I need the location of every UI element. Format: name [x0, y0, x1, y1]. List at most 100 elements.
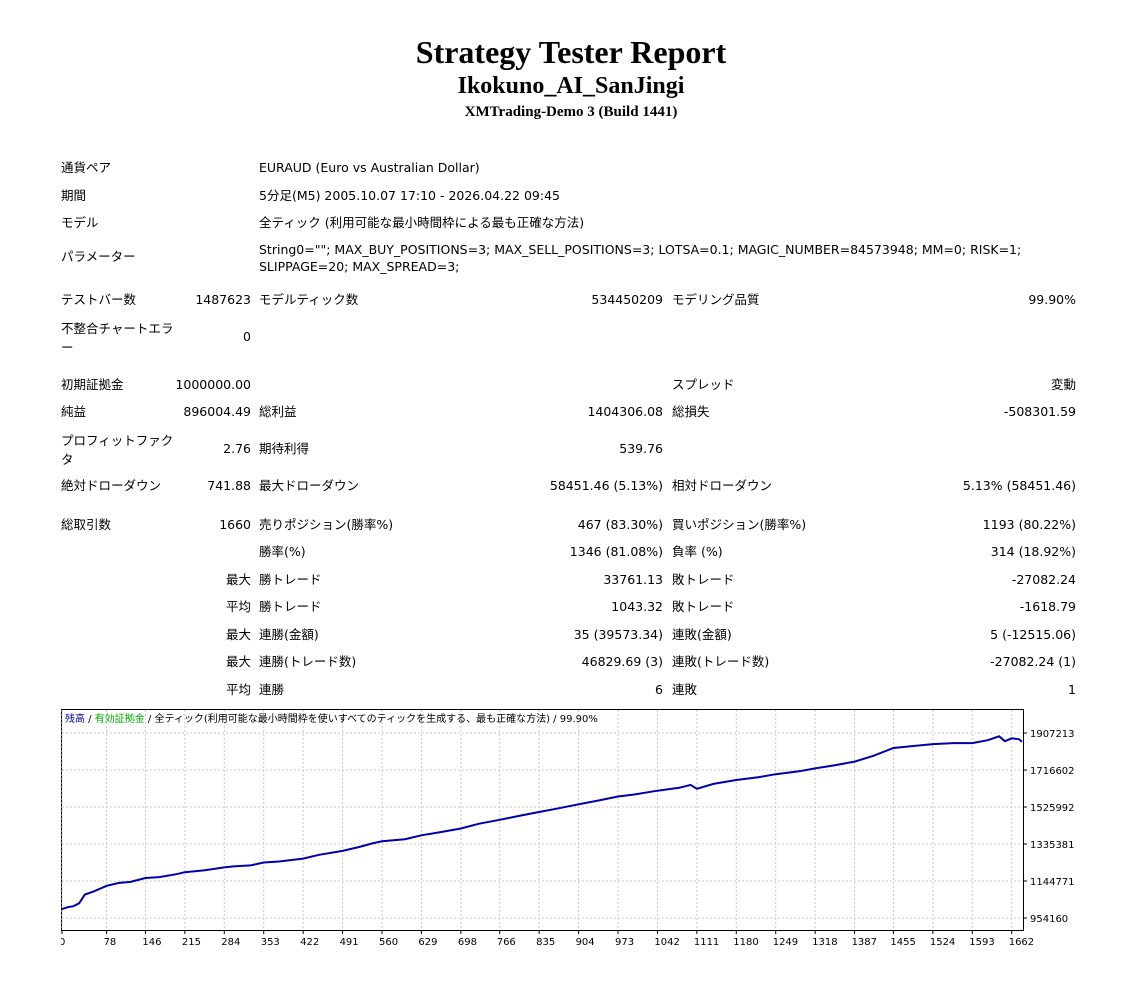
- x-tick-label: 1180: [733, 937, 758, 948]
- cons-loss-cnt-value: -27082.24 (1): [990, 654, 1076, 669]
- x-tick-label: 629: [418, 937, 437, 948]
- win-label: 勝率(%): [259, 544, 306, 559]
- x-tick-label: 1593: [969, 937, 994, 948]
- ticks-label: モデルティック数: [259, 292, 359, 307]
- legend-balance: 残高: [65, 712, 85, 725]
- gross-loss-value: -508301.59: [1003, 404, 1076, 419]
- x-tick-label: 0: [61, 937, 65, 948]
- loss-label: 負率 (%): [672, 544, 723, 559]
- y-axis: 1907213 1716602 1525992 1335381 1144771 95416…: [1023, 729, 1075, 925]
- max-word: 最大: [225, 654, 251, 669]
- win-value: 1346 (81.08%): [569, 544, 663, 559]
- max-loss-value: -27082.24: [1011, 572, 1076, 587]
- deposit-label: 初期証拠金: [61, 377, 124, 392]
- trades-label: 総取引数: [61, 517, 112, 532]
- quality-value: 99.90%: [1028, 292, 1076, 307]
- mismatch-label: 不整合チャートエラー: [61, 321, 174, 355]
- x-tick-label: 422: [300, 937, 319, 948]
- expert-name: Ikokuno_AI_SanJingi: [457, 73, 685, 99]
- symbol-value: EURAUD (Euro vs Australian Dollar): [259, 160, 480, 175]
- x-tick-label: 766: [497, 937, 516, 948]
- legend-equity: 有効証拠金: [95, 712, 145, 725]
- y-tick-label: 1144771: [1030, 877, 1075, 888]
- y-tick-label: 1907213: [1030, 729, 1075, 740]
- max-dd-label: 最大ドローダウン: [259, 478, 360, 493]
- legend-sep: /: [550, 714, 560, 725]
- report-title: Strategy Tester Report: [415, 34, 727, 70]
- cons-win-cnt-label: 連勝(トレード数): [259, 654, 357, 669]
- x-tick-label: 904: [576, 937, 595, 948]
- y-tick-label: 1716602: [1030, 766, 1075, 777]
- x-tick-label: 698: [458, 937, 477, 948]
- avg-cons-win-value: 6: [655, 682, 663, 697]
- params-value: String0=""; MAX_BUY_POSITIONS=3; MAX_SEL…: [259, 242, 1022, 274]
- plot-frame: [61, 709, 1024, 931]
- rel-dd-value: 5.13% (58451.46): [962, 478, 1076, 493]
- spread-value: 変動: [1050, 377, 1076, 392]
- cons-win-amt-label: 連勝(金額): [259, 627, 319, 642]
- cons-loss-amt-value: 5 (-12515.06): [990, 627, 1076, 642]
- payoff-value: 539.76: [619, 441, 663, 456]
- mismatch-value: 0: [243, 329, 251, 344]
- avg-cons-win-label: 連勝: [259, 682, 285, 697]
- x-tick-label: 1249: [773, 937, 798, 948]
- max-loss-label: 敗トレード: [672, 572, 735, 587]
- x-tick-label: 835: [536, 937, 555, 948]
- avg-loss-label: 敗トレード: [672, 599, 735, 614]
- x-tick-label: 560: [379, 937, 398, 948]
- chart-legend: 残高 / 有効証拠金 / 全ティック(利用可能な最小時間枠を使いすべてのティック…: [65, 712, 598, 725]
- net-label: 純益: [61, 404, 87, 419]
- pf-label: プロフィットファクタ: [61, 433, 174, 467]
- x-tick-label: 146: [142, 937, 161, 948]
- net-value: 896004.49: [183, 404, 251, 419]
- bars-value: 1487623: [195, 292, 251, 307]
- long-value: 1193 (80.22%): [982, 517, 1076, 532]
- x-tick-label: 284: [221, 937, 240, 948]
- grid: [61, 710, 1023, 930]
- balance-chart: 残高 / 有効証拠金 / 全ティック(利用可能な最小時間枠を使いすべてのティック…: [61, 709, 1075, 948]
- x-tick-label: 78: [104, 937, 117, 948]
- model-label: モデル: [61, 215, 99, 230]
- spread-label: スプレッド: [672, 377, 735, 392]
- legend-quality: 99.90%: [560, 714, 598, 725]
- x-tick-label: 1111: [694, 937, 719, 948]
- avg-cons-loss-label: 連敗: [672, 682, 698, 697]
- y-tick-label: 954160: [1030, 914, 1068, 925]
- cons-loss-amt-label: 連敗(金額): [672, 627, 732, 642]
- x-tick-label: 1318: [812, 937, 837, 948]
- max-word: 最大: [225, 627, 251, 642]
- max-word: 最大: [225, 572, 251, 587]
- long-label: 買いポジション(勝率%): [672, 517, 807, 532]
- period-value: 5分足(M5) 2005.10.07 17:10 - 2026.04.22 09…: [259, 188, 561, 203]
- balance-line: [61, 735, 1023, 911]
- x-tick-label: 1662: [1009, 937, 1034, 948]
- short-label: 売りポジション(勝率%): [259, 517, 394, 532]
- gross-profit-label: 総利益: [259, 404, 297, 419]
- cons-loss-cnt-label: 連敗(トレード数): [672, 654, 770, 669]
- params-label: パラメーター: [61, 249, 136, 264]
- loss-value: 314 (18.92%): [990, 544, 1076, 559]
- y-tick-label: 1335381: [1030, 840, 1075, 851]
- x-tick-label: 1042: [654, 937, 679, 948]
- quality-label: モデリング品質: [672, 292, 760, 307]
- pf-value: 2.76: [223, 441, 251, 456]
- deposit-value: 1000000.00: [175, 377, 251, 392]
- y-tick-label: 1525992: [1030, 803, 1075, 814]
- server-info: XMTrading-Demo 3 (Build 1441): [464, 104, 678, 120]
- period-label: 期間: [61, 188, 87, 203]
- x-tick-label: 215: [182, 937, 201, 948]
- x-tick-label: 491: [340, 937, 359, 948]
- max-win-label: 勝トレード: [259, 572, 322, 587]
- legend-sep: /: [145, 714, 155, 725]
- abs-dd-value: 741.88: [207, 478, 251, 493]
- max-win-value: 33761.13: [603, 572, 663, 587]
- max-dd-value: 58451.46 (5.13%): [549, 478, 663, 493]
- rel-dd-label: 相対ドローダウン: [672, 478, 773, 493]
- x-axis: 0 78 146 215 284 353 422 491 560 629 698 766 835 904 9…: [61, 930, 1034, 948]
- abs-dd-label: 絶対ドローダウン: [61, 478, 162, 493]
- payoff-label: 期待利得: [259, 441, 310, 456]
- symbol-label: 通貨ペア: [61, 160, 112, 175]
- avg-win-label: 勝トレード: [259, 599, 322, 614]
- avg-cons-loss-value: 1: [1068, 682, 1076, 697]
- x-tick-label: 1387: [852, 937, 877, 948]
